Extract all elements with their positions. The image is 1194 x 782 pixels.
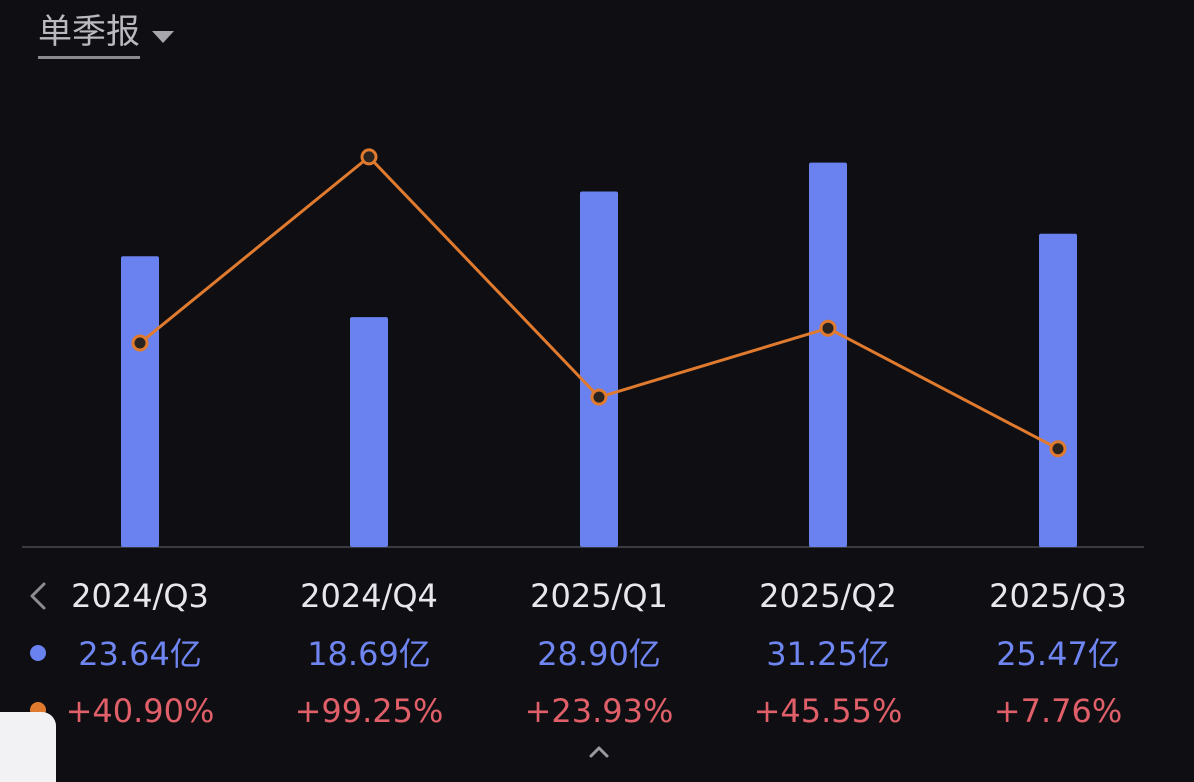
growth-point-2025/Q3[interactable] <box>1049 440 1067 458</box>
quarter-label: 2025/Q3 <box>989 577 1127 615</box>
growth-value: +23.93% <box>524 692 674 730</box>
growth-point-2025/Q2[interactable] <box>819 319 837 337</box>
revenue-value: 18.69亿 <box>307 635 431 673</box>
period-selector[interactable]: 单季报 <box>38 10 174 59</box>
revenue-value: 31.25亿 <box>766 635 890 673</box>
chart-plot <box>22 148 1144 548</box>
growth-value: +40.90% <box>65 692 215 730</box>
bar-2025/Q1[interactable] <box>580 191 618 547</box>
revenue-value: 28.90亿 <box>537 635 661 673</box>
quarter-label: 2024/Q3 <box>71 577 209 615</box>
revenue-value: 25.47亿 <box>996 635 1120 673</box>
bar-2024/Q3[interactable] <box>121 256 159 547</box>
chevron-up-icon[interactable] <box>586 744 612 758</box>
period-label: 单季报 <box>38 10 140 59</box>
quarter-label: 2025/Q1 <box>530 577 668 615</box>
quarter-label: 2024/Q4 <box>300 577 438 615</box>
bar-2024/Q4[interactable] <box>350 317 388 547</box>
bar-2025/Q2[interactable] <box>809 162 847 547</box>
revenue-legend-dot <box>30 645 46 661</box>
growth-value: +99.25% <box>294 692 444 730</box>
quarter-label: 2025/Q2 <box>759 577 897 615</box>
growth-value: +45.55% <box>753 692 903 730</box>
growth-point-2024/Q4[interactable] <box>360 148 378 166</box>
corner-overlay <box>0 712 56 782</box>
chevron-left-icon[interactable] <box>24 580 54 612</box>
caret-down-icon <box>152 30 174 43</box>
growth-point-2024/Q3[interactable] <box>131 334 149 352</box>
bar-2025/Q3[interactable] <box>1039 233 1077 547</box>
growth-value: +7.76% <box>993 692 1123 730</box>
revenue-value: 23.64亿 <box>78 635 202 673</box>
growth-point-2025/Q1[interactable] <box>590 388 608 406</box>
